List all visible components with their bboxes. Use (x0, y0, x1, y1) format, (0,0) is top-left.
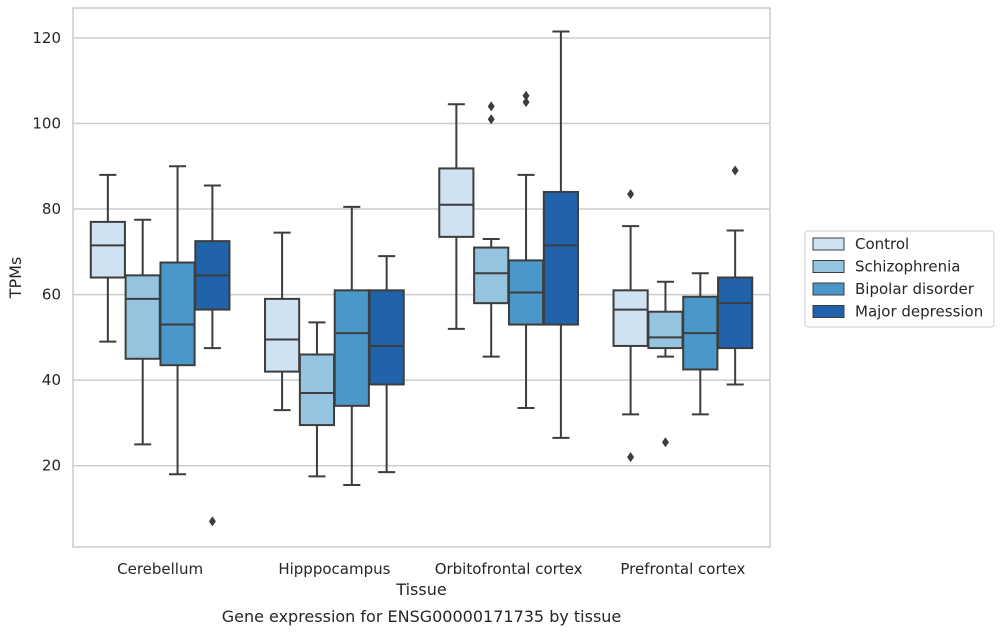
plot-frame (72, 7, 771, 548)
box-1-2 (333, 205, 370, 486)
box-1-1 (298, 321, 336, 478)
y-tick-label: 60 (42, 286, 61, 304)
x-tick-label: Prefrontal cortex (620, 560, 745, 578)
box-body (264, 297, 301, 373)
box-body (89, 220, 126, 279)
box-body (647, 310, 684, 350)
box-body (473, 246, 510, 305)
y-tick-label: 80 (42, 200, 61, 218)
y-tick-label: 100 (32, 115, 61, 133)
x-tick-label: Hipppocampus (278, 560, 390, 578)
box-body (612, 289, 649, 347)
legend-frame (804, 230, 995, 328)
y-tick-labels: 20 40 60 80 100 120 (32, 29, 61, 475)
box-body (438, 167, 475, 238)
box-2-1 (473, 101, 510, 358)
box-0-3 (194, 184, 231, 527)
outlier-point (661, 437, 669, 448)
box-3-2 (682, 272, 719, 416)
box-1-3 (368, 255, 405, 474)
box-2-2 (507, 90, 545, 409)
legend-swatch (812, 282, 845, 296)
y-tick-label: 120 (32, 29, 61, 47)
outlier-point (208, 516, 216, 527)
box-body (298, 353, 336, 427)
outlier-point (627, 452, 635, 463)
box-body (717, 276, 754, 350)
legend: Control Schizophrenia Bipolar disorder Majo… (804, 230, 995, 328)
box-3-1 (647, 280, 684, 448)
box-0-2 (159, 165, 196, 476)
x-tick-label: Cerebellum (117, 560, 203, 578)
legend-label: Schizophrenia (855, 258, 960, 276)
outlier-point (627, 189, 635, 200)
box-0-1 (124, 218, 161, 446)
box-3-3 (717, 165, 754, 386)
outlier-point (522, 97, 530, 108)
box-2-3 (542, 30, 579, 439)
boxes (89, 30, 754, 527)
y-tick-label: 40 (42, 371, 61, 389)
box-1-0 (264, 231, 301, 412)
legend-swatch (812, 260, 845, 273)
box-body (542, 190, 579, 326)
box-3-0 (612, 189, 649, 463)
box-2-0 (438, 103, 475, 330)
legend-label: Bipolar disorder (855, 280, 975, 298)
legend-label: Control (855, 235, 909, 253)
box-body (124, 274, 161, 360)
legend-label: Major depression (855, 303, 983, 321)
x-axis-label: Tissue (395, 580, 446, 599)
chart-caption: Gene expression for ENSG00000171735 by t… (222, 607, 622, 626)
outlier-point (731, 165, 739, 176)
x-tick-labels: Cerebellum Hipppocampus Orbitofrontal cort… (117, 560, 745, 578)
x-tick-label: Orbitofrontal cortex (435, 560, 583, 578)
y-tick-label: 20 (42, 457, 61, 475)
box-0-0 (89, 173, 126, 343)
y-axis-label: TPMs (6, 257, 25, 300)
legend-swatch (812, 237, 845, 251)
outlier-point (487, 114, 495, 125)
box-body (159, 261, 196, 367)
outlier-point (487, 101, 495, 112)
box-body (333, 289, 370, 407)
legend-swatch (812, 305, 845, 318)
box-body (368, 289, 405, 386)
outlier-point (522, 90, 530, 101)
